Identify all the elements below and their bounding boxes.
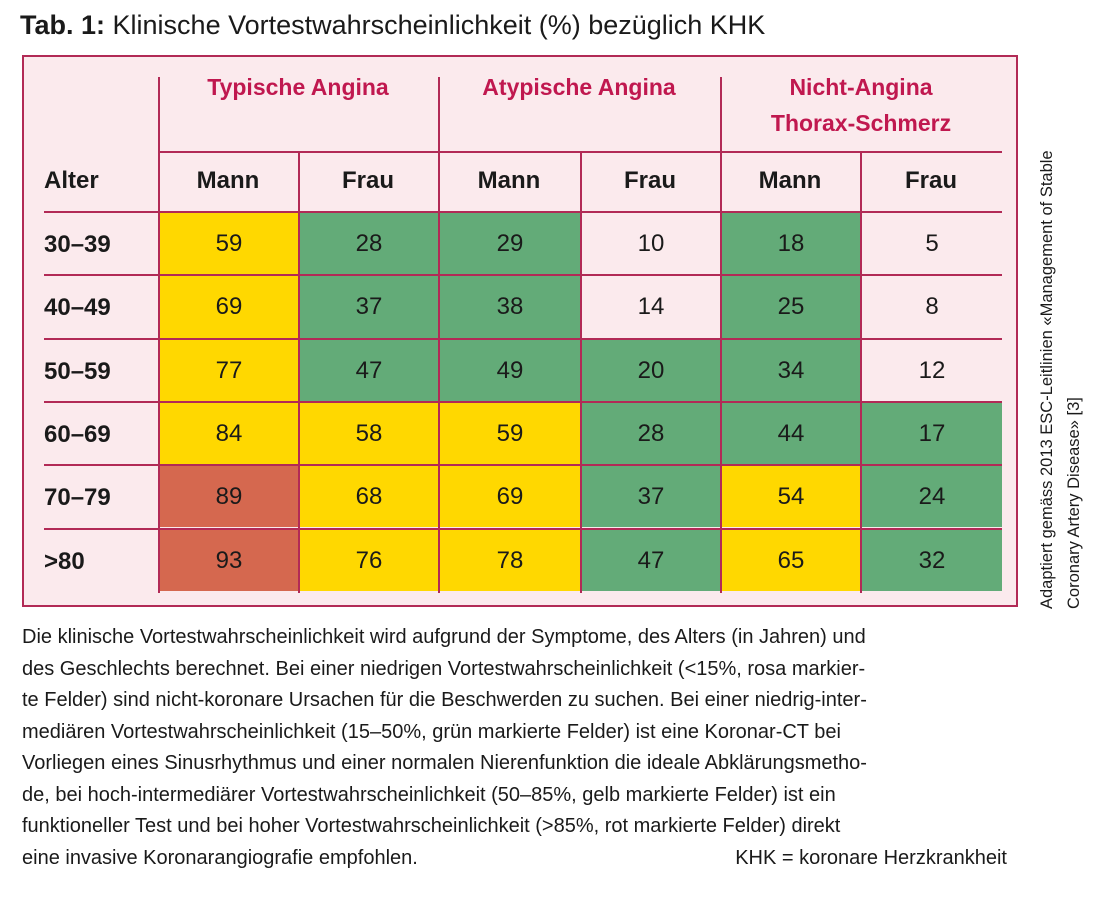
table-grid: Typische Angina Atypische Angina Nicht-Ang…: [24, 57, 1016, 605]
row-divider: [44, 274, 1002, 277]
caption-line: mediären Vortestwahrscheinlichkeit (15–5…: [22, 720, 841, 743]
probability-cell: 68: [300, 466, 438, 528]
probability-cell: 17: [862, 402, 1002, 465]
probability-cell: 47: [300, 339, 438, 401]
column-divider: [298, 151, 300, 593]
row-divider: [44, 400, 1002, 403]
probability-cell: 18: [722, 213, 860, 275]
sex-column-header: Frau: [904, 167, 957, 194]
probability-cell: 84: [160, 402, 298, 465]
probability-cell: 29: [440, 213, 580, 275]
caption-line: Vorliegen eines Sinusrhythmus und einer …: [22, 752, 867, 774]
row-divider: [44, 337, 1002, 340]
probability-cell: 38: [440, 276, 580, 338]
probability-cell: 28: [582, 402, 720, 465]
probability-cell: 5: [862, 213, 1002, 275]
probability-cell: 76: [300, 529, 438, 591]
probability-cell: 8: [862, 276, 1002, 338]
table-title-text: Klinische Vortestwahrscheinlichkeit (%) …: [112, 10, 766, 40]
probability-cell: 14: [582, 276, 720, 338]
sex-column-header: Mann: [477, 167, 541, 194]
probability-cell: 59: [440, 402, 580, 465]
caption-line: Die klinische Vortestwahrscheinlichkeit …: [22, 626, 866, 648]
table-title: Tab. 1: Klinische Vortestwahrscheinlichk…: [20, 10, 765, 41]
abbreviation-note: KHK = koronare Herzkrankheit: [735, 846, 1007, 869]
header-divider: [44, 211, 1002, 213]
probability-cell: 69: [160, 276, 298, 338]
caption-line: funktioneller Test und bei hoher Vortest…: [22, 815, 841, 837]
probability-cell: 28: [300, 213, 438, 275]
column-divider: [158, 77, 160, 593]
column-divider: [860, 151, 862, 593]
probability-cell: 37: [300, 276, 438, 338]
probability-cell: 77: [160, 339, 298, 401]
sex-column-header: Mann: [758, 167, 822, 194]
probability-cell: 89: [160, 466, 298, 528]
source-note: Adaptiert gemäss 2013 ESC-Leitlinien «Ma…: [1034, 89, 1090, 609]
probability-cell: 32: [862, 529, 1002, 591]
probability-cell: 34: [722, 339, 860, 401]
age-group-label: 30–39: [44, 231, 111, 258]
caption-last-line: eine invasive Koronarangiografie empfohl…: [22, 843, 1007, 875]
group-header-line: Atypische Angina: [482, 74, 676, 100]
caption-line: te Felder) sind nicht-koronare Ursachen …: [22, 689, 867, 711]
probability-cell: 93: [160, 529, 298, 591]
age-group-label: 70–79: [44, 484, 111, 512]
row-divider: [44, 527, 1002, 530]
probability-cell: 49: [440, 339, 580, 401]
group-header-line: Thorax-Schmerz: [770, 110, 952, 136]
age-column-header: Alter: [44, 167, 99, 194]
probability-cell: 78: [440, 529, 580, 591]
table-caption: Die klinische Vortestwahrscheinlichkeit …: [22, 622, 1012, 874]
column-divider: [580, 151, 582, 593]
age-group-label: 50–59: [44, 357, 111, 385]
caption-line: des Geschlechts berechnet. Bei einer nie…: [22, 657, 866, 680]
age-group-label: 60–69: [44, 420, 111, 448]
probability-cell: 25: [722, 276, 860, 338]
probability-cell: 69: [440, 466, 580, 528]
group-header: Nicht-Angina Thorax-Schmerz: [720, 69, 1002, 141]
group-header: Typische Angina: [158, 69, 438, 105]
probability-cell: 24: [862, 466, 1002, 528]
column-divider: [720, 77, 722, 593]
source-note-line-1: Adaptiert gemäss 2013 ESC-Leitlinien «Ma…: [1038, 150, 1056, 609]
probability-cell: 37: [582, 466, 720, 528]
probability-cell: 65: [722, 529, 860, 591]
sex-column-header: Frau: [341, 167, 394, 194]
probability-cell: 54: [722, 466, 860, 528]
probability-table: Typische Angina Atypische Angina Nicht-Ang…: [22, 55, 1018, 607]
age-group-label: >80: [44, 547, 85, 575]
probability-cell: 10: [582, 213, 720, 275]
probability-cell: 58: [300, 402, 438, 465]
group-header-line: Nicht-Angina: [789, 74, 933, 100]
header-divider: [158, 151, 1002, 153]
probability-cell: 20: [582, 339, 720, 401]
probability-cell: 44: [722, 402, 860, 465]
group-header-line: Typische Angina: [207, 74, 389, 100]
table-number: Tab. 1:: [20, 10, 106, 40]
caption-line: de, bei hoch-intermediärer Vortestwahrsc…: [22, 783, 836, 806]
group-header: Atypische Angina: [438, 69, 720, 105]
source-note-line-2: Coronary Artery Disease» [3]: [1065, 397, 1083, 609]
age-group-label: 40–49: [44, 294, 111, 322]
sex-column-header: Frau: [623, 167, 676, 194]
caption-line: eine invasive Koronarangiografie empfohl…: [22, 846, 418, 869]
probability-cell: 47: [582, 529, 720, 591]
row-divider: [44, 464, 1002, 467]
sex-column-header: Mann: [196, 167, 260, 194]
column-divider: [438, 77, 440, 593]
probability-cell: 59: [160, 213, 298, 275]
probability-cell: 12: [862, 339, 1002, 401]
